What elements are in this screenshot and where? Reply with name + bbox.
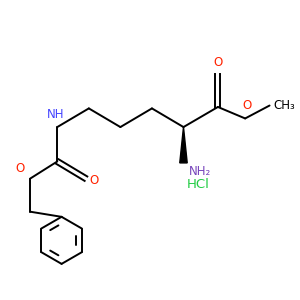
Text: NH₂: NH₂ <box>189 165 211 178</box>
Text: O: O <box>242 99 251 112</box>
Text: O: O <box>89 174 99 187</box>
Polygon shape <box>180 127 187 163</box>
Text: HCl: HCl <box>186 178 209 191</box>
Text: O: O <box>213 56 223 69</box>
Text: O: O <box>16 162 25 175</box>
Text: NH: NH <box>47 108 64 121</box>
Text: CH₃: CH₃ <box>273 99 295 112</box>
